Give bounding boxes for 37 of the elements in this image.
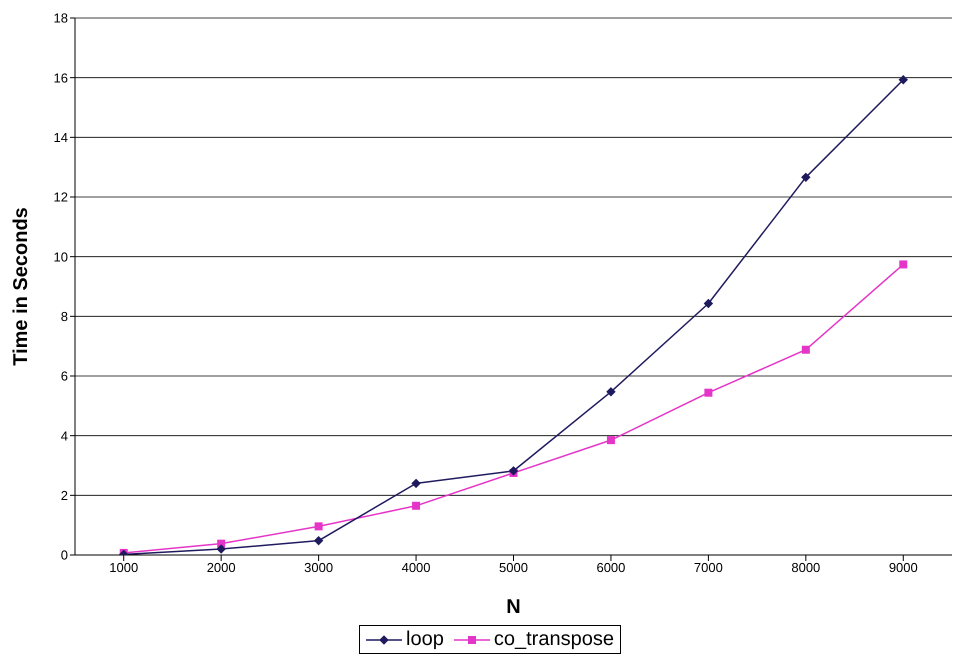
y-tick-label: 18 xyxy=(54,10,68,26)
point xyxy=(216,544,226,554)
x-axis-title: N xyxy=(506,596,521,618)
point xyxy=(704,388,712,397)
legend-label: co_transpose xyxy=(492,628,614,651)
point xyxy=(606,436,615,444)
legend-label: loop xyxy=(405,628,444,651)
point xyxy=(412,502,420,510)
y-tick-label: 10 xyxy=(54,249,68,264)
point xyxy=(899,260,908,268)
x-tick-label: 1000 xyxy=(109,560,138,576)
point xyxy=(412,478,421,488)
x-tick-label: 9000 xyxy=(888,560,918,576)
y-tick-label: 8 xyxy=(60,308,68,324)
x-tick-label: 2000 xyxy=(206,560,236,576)
point xyxy=(314,522,323,530)
x-tick-label: 3000 xyxy=(304,560,334,576)
point xyxy=(801,172,810,182)
point xyxy=(509,466,518,476)
x-tick-label: 4000 xyxy=(402,560,431,576)
x-tick-label: 8000 xyxy=(791,560,820,576)
x-tick-label: 7000 xyxy=(694,560,723,576)
y-tick-label: 6 xyxy=(60,368,68,384)
x-tick-label: 5000 xyxy=(499,560,528,576)
y-axis-title: Time in Seconds xyxy=(10,207,32,366)
x-tick-label: 6000 xyxy=(596,560,626,576)
point xyxy=(802,346,810,354)
y-tick-label: 16 xyxy=(54,70,68,86)
point xyxy=(898,75,908,84)
y-tick-label: 0 xyxy=(60,548,68,563)
y-tick-label: 2 xyxy=(60,488,68,503)
point xyxy=(704,299,713,308)
y-tick-label: 12 xyxy=(54,190,68,205)
point xyxy=(314,536,324,546)
y-tick-label: 4 xyxy=(60,428,68,444)
point xyxy=(606,387,616,396)
y-tick-label: 14 xyxy=(54,130,68,145)
